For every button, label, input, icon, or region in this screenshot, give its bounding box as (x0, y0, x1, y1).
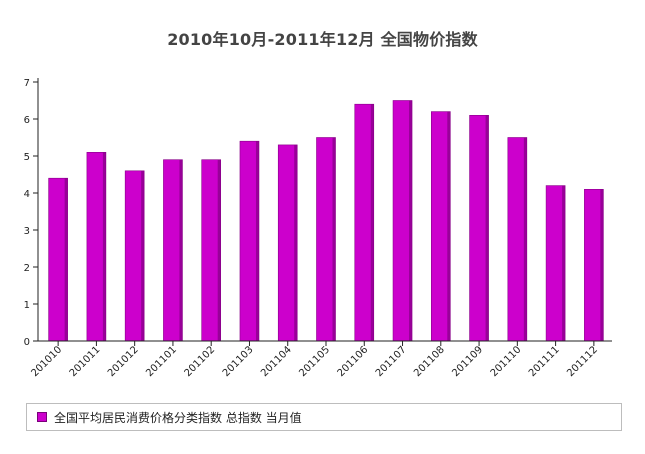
bar-shade (179, 159, 183, 341)
x-tick-label: 201104 (259, 344, 294, 379)
bar (584, 189, 604, 341)
bar (239, 141, 259, 341)
x-tick-label: 201109 (450, 344, 485, 379)
bar-shade (294, 144, 298, 341)
y-tick-label: 5 (24, 152, 30, 163)
legend: 全国平均居民消费价格分类指数 总指数 当月值 (26, 403, 622, 431)
x-tick-label: 201111 (527, 344, 562, 379)
bar (316, 137, 336, 341)
x-tick-label: 201105 (297, 344, 332, 379)
bar-shade (485, 115, 489, 341)
y-tick-label: 6 (24, 115, 30, 126)
bar (507, 137, 527, 341)
bar (278, 144, 298, 341)
x-tick-label: 201106 (336, 344, 371, 379)
legend-label: 全国平均居民消费价格分类指数 总指数 当月值 (54, 411, 302, 425)
y-tick-label: 3 (24, 226, 30, 237)
x-tick-label: 201010 (29, 344, 64, 379)
bar-shade (562, 185, 566, 341)
bar (393, 100, 413, 341)
chart-title: 2010年10月-2011年12月 全国物价指数 (167, 30, 478, 49)
x-tick-label: 201011 (68, 344, 103, 379)
x-tick-label: 201102 (183, 344, 218, 379)
bar (86, 152, 106, 341)
bar-shade (141, 170, 145, 341)
y-tick-label: 2 (24, 263, 30, 274)
bar (469, 115, 489, 341)
x-tick-label: 201107 (374, 344, 409, 379)
y-tick-label: 0 (24, 337, 30, 348)
bar-shade (217, 159, 221, 341)
legend-swatch (37, 412, 47, 422)
bar (354, 104, 374, 341)
bar (125, 170, 145, 341)
x-tick-label: 201110 (489, 344, 524, 379)
bar-shade (255, 141, 259, 341)
bar (48, 178, 68, 341)
y-tick-label: 1 (24, 300, 30, 311)
bar-shade (64, 178, 68, 341)
bar (163, 159, 183, 341)
y-tick-label: 4 (24, 189, 30, 200)
bar-shade (523, 137, 527, 341)
bar-shade (370, 104, 374, 341)
x-tick-label: 201108 (412, 344, 447, 379)
bar (201, 159, 221, 341)
bar-shade (447, 111, 451, 341)
y-tick-label: 7 (24, 78, 30, 89)
x-tick-label: 201012 (106, 344, 141, 379)
bar-shade (102, 152, 106, 341)
bar (431, 111, 451, 341)
bar-shade (409, 100, 413, 341)
bar-shade (332, 137, 336, 341)
bar-shade (600, 189, 604, 341)
x-tick-label: 201112 (565, 344, 600, 379)
bar (546, 185, 566, 341)
x-tick-label: 201103 (221, 344, 256, 379)
x-tick-label: 201101 (144, 344, 179, 379)
